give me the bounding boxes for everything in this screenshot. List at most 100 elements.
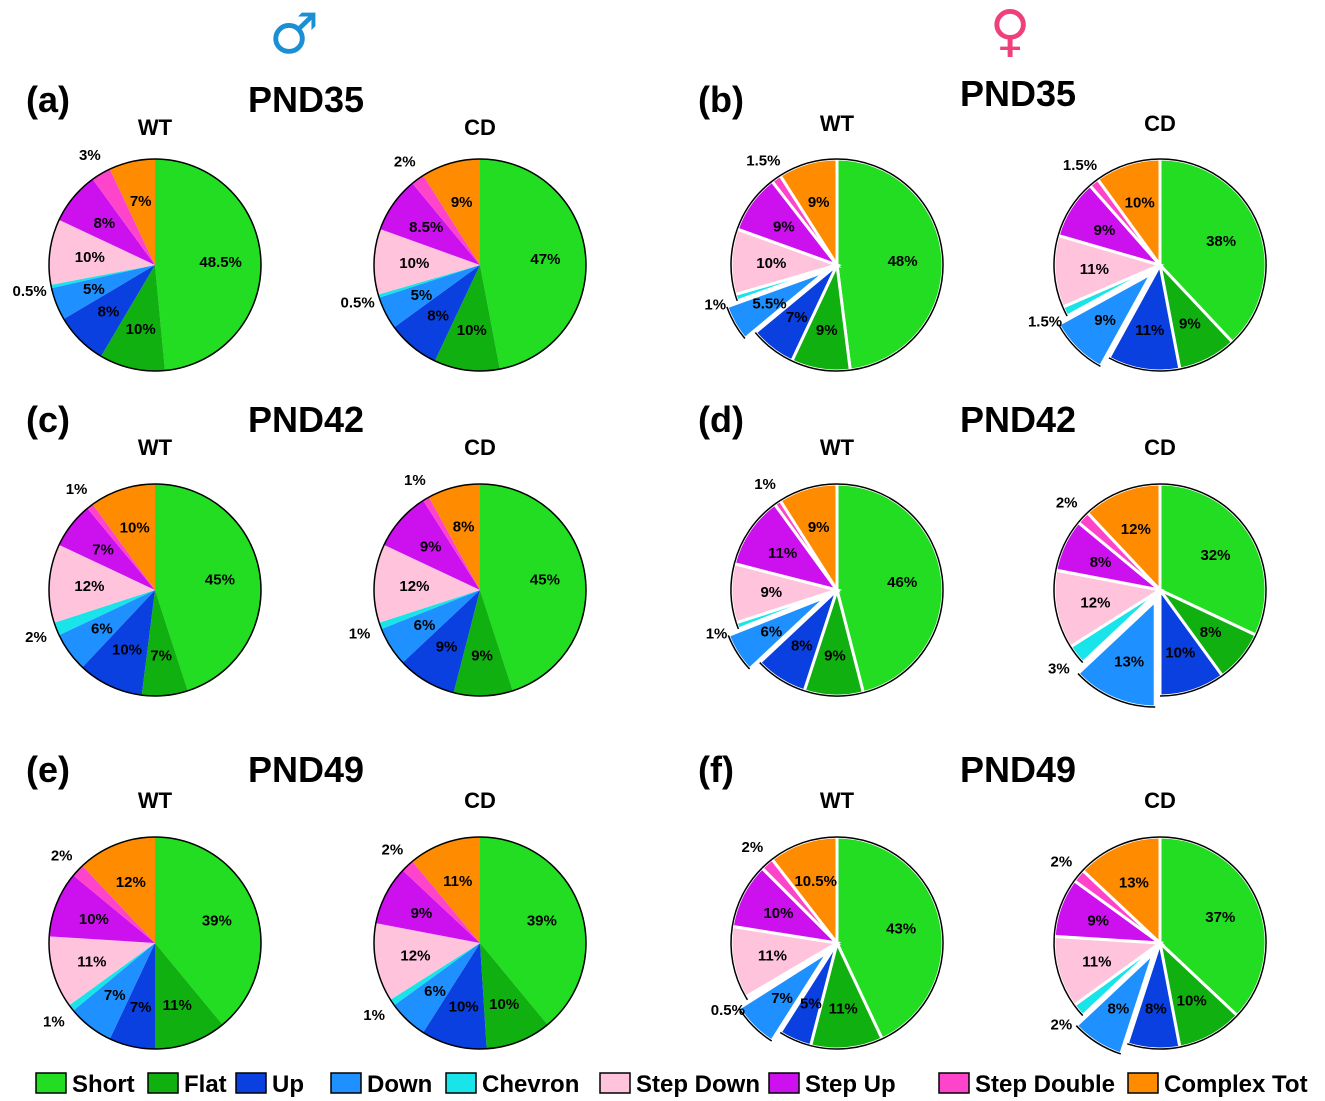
panel-label: (c) bbox=[26, 399, 70, 440]
slice-edge bbox=[1057, 324, 1101, 368]
pie-wt: WT 43% 11% 5% 7% 0.5% 11% 10% 2% 10.5% bbox=[711, 788, 945, 1051]
legend-item-short: Short bbox=[35, 1071, 135, 1098]
slice-label-chevron: 2% bbox=[25, 629, 47, 646]
slice-label-down: 7% bbox=[104, 987, 126, 1004]
slice-label-step-up: 9% bbox=[420, 539, 442, 556]
slice-short bbox=[480, 837, 587, 1025]
slice-label-step-down: 12% bbox=[74, 578, 104, 595]
slice-label-step-up: 9% bbox=[1094, 222, 1116, 239]
slice-label-complex-tot: 10.5% bbox=[794, 873, 837, 890]
slice-edge bbox=[1055, 521, 1079, 571]
slice-step-up bbox=[49, 875, 155, 943]
panel-label: (e) bbox=[26, 749, 70, 790]
slice-edge bbox=[1053, 569, 1072, 648]
slice-label-step-up: 7% bbox=[92, 542, 114, 559]
slice-edge bbox=[779, 158, 838, 177]
slice-flat bbox=[453, 590, 513, 697]
slice-edge bbox=[735, 622, 740, 630]
legend-swatch bbox=[35, 1072, 67, 1094]
slice-up bbox=[394, 265, 480, 361]
slice-label-complex-tot: 8% bbox=[453, 518, 475, 535]
slice-edge bbox=[1159, 483, 1267, 636]
pie-group-title: WT bbox=[138, 788, 173, 813]
slice-step-double bbox=[412, 175, 480, 265]
slice-edge bbox=[1062, 306, 1068, 317]
slice-label-down: 6% bbox=[761, 624, 783, 641]
slice-down bbox=[51, 265, 155, 319]
pie-cd: CD 32% 8% 10% 13% 3% 12% 8% 2% 12% bbox=[1048, 435, 1268, 709]
slice-chevron bbox=[390, 943, 480, 1006]
slice-label-up: 5% bbox=[800, 995, 822, 1012]
slice-edge bbox=[774, 499, 781, 505]
legend-swatch bbox=[938, 1072, 970, 1094]
slice-label-up: 10% bbox=[1165, 645, 1195, 662]
legend-label: Chevron bbox=[482, 1071, 579, 1098]
slice-label-up: 11% bbox=[1135, 322, 1164, 339]
slice-down bbox=[59, 590, 155, 668]
slice-label-step-down: 12% bbox=[1080, 594, 1110, 611]
slice-label-flat: 10% bbox=[457, 322, 487, 339]
slice-edge bbox=[836, 158, 944, 371]
male-symbol: ♂ bbox=[269, 2, 319, 67]
slice-edge bbox=[1073, 869, 1084, 882]
slice-label-flat: 7% bbox=[150, 647, 172, 664]
panel-label: (f) bbox=[698, 749, 734, 790]
panel-b: (b) PND35 WT 48% 9% 7%5.5% 1% 10% 9% 1.5% 9% CD 38% 9… bbox=[698, 73, 1268, 373]
slice-edge bbox=[1179, 341, 1234, 370]
legend-label: Down bbox=[367, 1071, 432, 1098]
slice-label-flat: 10% bbox=[126, 321, 156, 338]
slice-label-step-double: 1% bbox=[754, 476, 776, 493]
slice-edge bbox=[730, 228, 738, 295]
legend-label: Up bbox=[272, 1071, 304, 1098]
slice-flat bbox=[155, 943, 223, 1049]
slice-short bbox=[480, 159, 586, 370]
slice-label-short: 39% bbox=[202, 913, 232, 930]
slice-label-step-down: 10% bbox=[399, 255, 429, 272]
slice-step-down bbox=[373, 229, 480, 295]
slice-label-chevron: 2% bbox=[1051, 1017, 1073, 1034]
slice-edge bbox=[1077, 512, 1088, 523]
panel-title: PND35 bbox=[248, 79, 364, 120]
slice-label-step-double: 1.5% bbox=[746, 152, 780, 169]
slice-flat bbox=[141, 590, 188, 696]
pie-group-title: WT bbox=[820, 788, 855, 813]
slice-label-down: 13% bbox=[1114, 653, 1144, 670]
slice-label-complex-tot: 11% bbox=[443, 873, 472, 890]
slice-edge bbox=[836, 483, 944, 694]
slice-label-down: 6% bbox=[91, 621, 113, 638]
pie-wt: WT 48% 9% 7%5.5% 1% 10% 9% 1.5% 9% bbox=[704, 111, 945, 373]
slice-flat bbox=[434, 265, 500, 371]
slice-label-down: 7% bbox=[771, 990, 793, 1007]
slice-label-down: 6% bbox=[414, 617, 436, 634]
slice-edge bbox=[791, 360, 851, 372]
slice-step-down bbox=[49, 219, 155, 285]
slice-edge bbox=[1073, 1004, 1084, 1017]
slice-label-short: 48% bbox=[888, 253, 918, 270]
slice-flat bbox=[480, 943, 548, 1049]
slice-label-up: 10% bbox=[449, 999, 479, 1016]
panel-label: (b) bbox=[698, 79, 744, 120]
legend-label: Step Double bbox=[975, 1071, 1115, 1098]
slice-label-flat: 10% bbox=[489, 996, 519, 1013]
slice-edge bbox=[1057, 184, 1091, 236]
pie-outline bbox=[373, 483, 587, 697]
slice-edge bbox=[804, 690, 864, 697]
legend-swatch bbox=[599, 1072, 631, 1094]
slice-label-chevron: 1% bbox=[706, 625, 728, 642]
pie-group-title: CD bbox=[1144, 435, 1176, 460]
slice-label-down: 5.5% bbox=[752, 296, 786, 313]
slice-label-chevron: 1% bbox=[363, 1007, 385, 1024]
legend-item-step-down: Step Down bbox=[599, 1071, 760, 1098]
legend-label: Step Up bbox=[805, 1071, 896, 1098]
slice-label-down: 6% bbox=[424, 983, 446, 1000]
legend-label: Step Down bbox=[636, 1071, 760, 1098]
panel-e: (e) PND49 WT 39% 11% 7%7% 1% 11% 10% 2% 12% CD 39% 10… bbox=[26, 749, 587, 1050]
pie-group-title: CD bbox=[464, 788, 496, 813]
slice-step-down bbox=[373, 544, 480, 623]
panel-title: PND49 bbox=[960, 749, 1076, 790]
slice-step-up bbox=[375, 870, 480, 943]
panel-label: (a) bbox=[26, 79, 70, 120]
slice-label-up: 8% bbox=[427, 308, 449, 325]
pie-group-title: CD bbox=[1144, 111, 1176, 136]
